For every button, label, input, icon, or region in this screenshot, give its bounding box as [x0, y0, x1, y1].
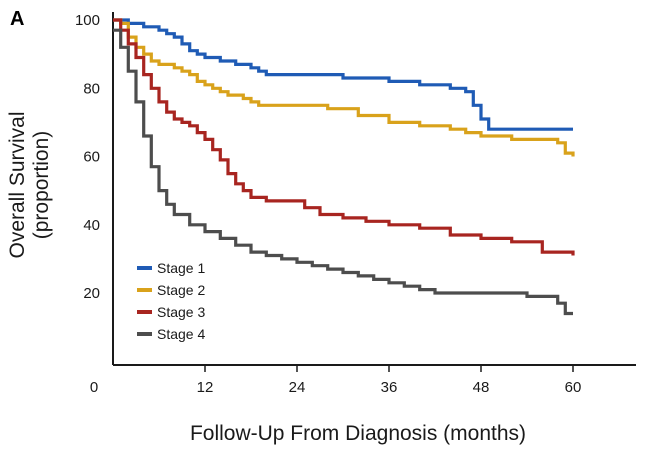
legend-label-stage-1: Stage 1	[157, 260, 205, 276]
x-tick-label: 24	[289, 379, 306, 396]
series-lines	[113, 18, 575, 316]
y-tick-label: 40	[83, 217, 100, 234]
series-line-stage-1	[113, 18, 573, 131]
x-axis-title: Follow-Up From Diagnosis (months)	[190, 422, 526, 445]
series-line-stage-2	[113, 18, 575, 157]
series-line-stage-4	[113, 28, 573, 316]
y-tick-label: 80	[83, 80, 100, 97]
x-tick-label: 12	[197, 379, 214, 396]
y-axis-title-line2: (proportion)	[30, 131, 53, 240]
y-tick-label: 60	[83, 149, 100, 166]
legend-label-stage-3: Stage 3	[157, 304, 205, 320]
y-axis-title-line1: Overall Survival	[6, 111, 29, 258]
tick-labels: 0 12 24 36 48 60 20 40 60 80 100	[75, 12, 581, 396]
x-tick-label: 36	[381, 379, 398, 396]
x-tick-label: 60	[565, 379, 582, 396]
axes	[112, 12, 636, 366]
x-tick-label: 48	[473, 379, 490, 396]
legend-label-stage-4: Stage 4	[157, 326, 205, 342]
y-tick-label: 100	[75, 12, 100, 29]
y-axis-title: Overall Survival (proportion)	[6, 111, 53, 258]
panel-label: A	[10, 8, 24, 30]
legend: Stage 1 Stage 2 Stage 3 Stage 4	[137, 260, 205, 342]
series-line-stage-3	[113, 18, 575, 256]
y-tick-label: 20	[83, 285, 100, 302]
x-tick-label: 0	[90, 379, 98, 396]
legend-label-stage-2: Stage 2	[157, 282, 205, 298]
